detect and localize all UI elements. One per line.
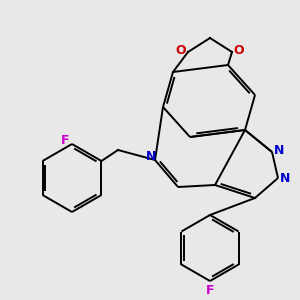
Text: N: N [146, 151, 156, 164]
Text: O: O [234, 44, 244, 58]
Text: N: N [274, 143, 284, 157]
Text: F: F [206, 284, 214, 298]
Text: O: O [176, 44, 186, 58]
Text: F: F [61, 134, 69, 148]
Text: N: N [280, 172, 290, 185]
